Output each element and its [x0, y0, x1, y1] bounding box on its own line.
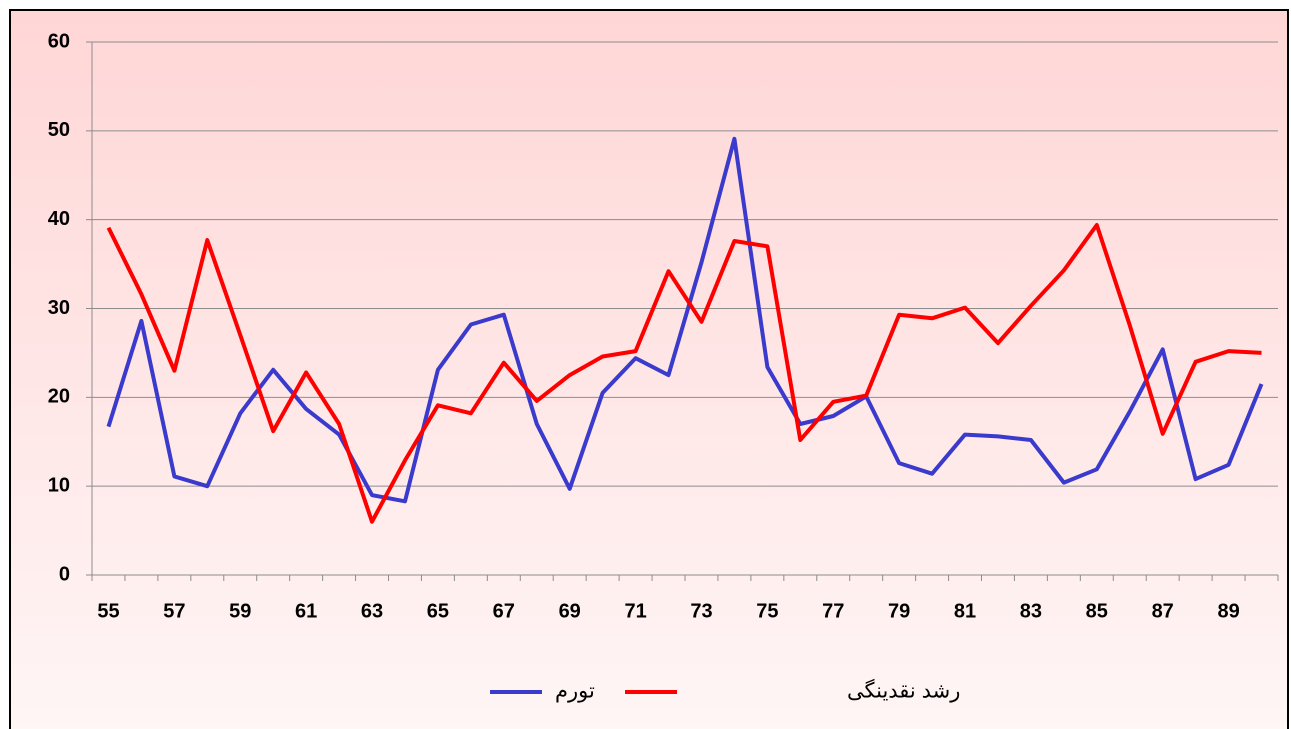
series-line — [106, 136, 1264, 504]
x-tick-label: 59 — [229, 600, 251, 622]
y-tick-label: 50 — [48, 119, 70, 141]
x-tick-label: 75 — [756, 600, 778, 622]
x-tick-label: 77 — [822, 600, 844, 622]
x-tick-label: 79 — [888, 600, 910, 622]
x-tick-label: 63 — [361, 600, 383, 622]
legend-label: تورم — [555, 680, 595, 704]
legend-label: رشد نقدینگی — [847, 679, 960, 704]
x-tick-label: 89 — [1217, 600, 1239, 622]
x-tick-label: 85 — [1086, 600, 1108, 622]
x-tick-label: 67 — [493, 600, 515, 622]
y-tick-label: 10 — [48, 474, 70, 496]
x-tick-label: 73 — [690, 600, 712, 622]
chart-frame — [9, 9, 1289, 729]
series-line — [106, 223, 1262, 524]
x-tick-label: 65 — [427, 600, 449, 622]
y-tick-label: 30 — [48, 297, 70, 319]
x-tick-label: 87 — [1152, 600, 1174, 622]
x-tick-label: 69 — [559, 600, 581, 622]
y-tick-label: 40 — [48, 208, 70, 230]
x-tick-label: 57 — [163, 600, 185, 622]
x-tick-label: 83 — [1020, 600, 1042, 622]
y-tick-label: 60 — [48, 30, 70, 52]
y-tick-label: 0 — [59, 563, 70, 585]
x-tick-label: 71 — [624, 600, 646, 622]
x-tick-label: 61 — [295, 600, 317, 622]
x-tick-label: 81 — [954, 600, 976, 622]
x-tick-label: 55 — [97, 600, 119, 622]
y-tick-label: 20 — [48, 386, 70, 408]
